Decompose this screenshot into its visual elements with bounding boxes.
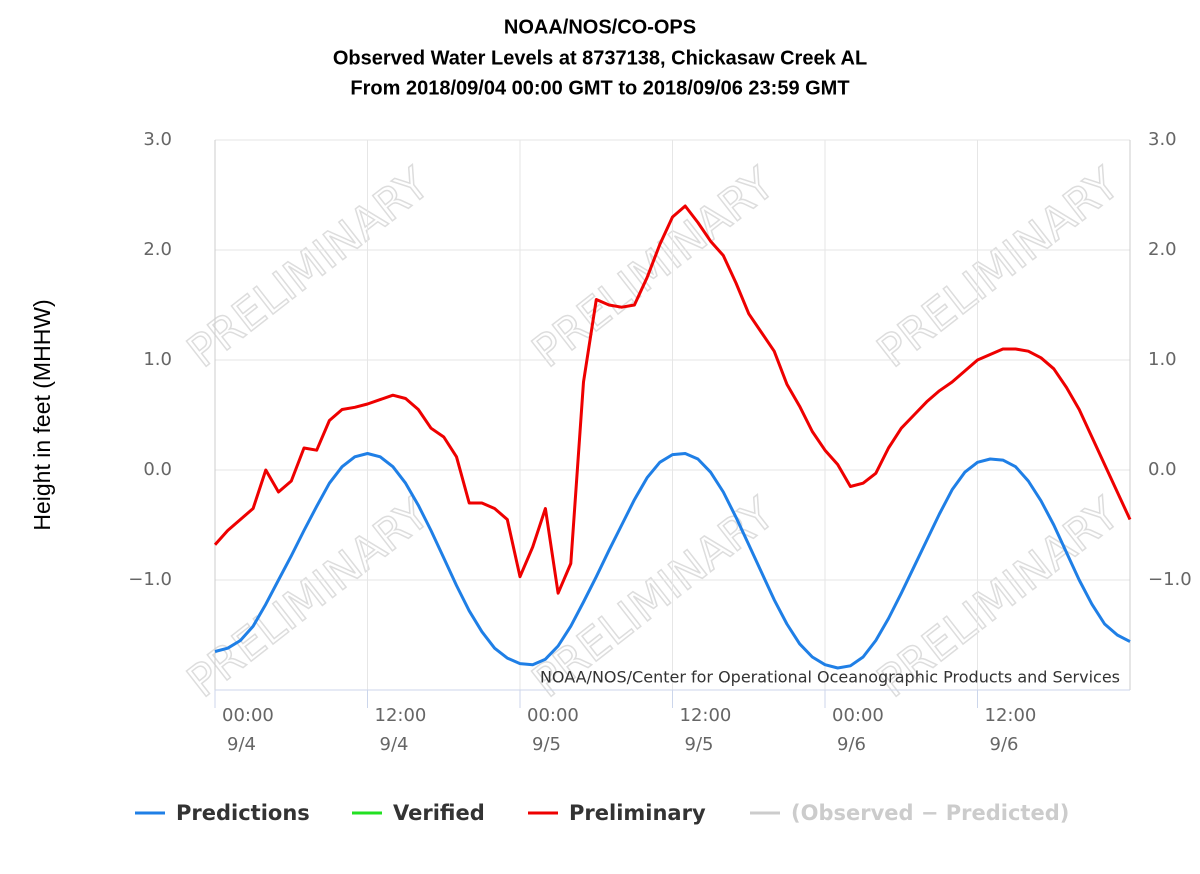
x-tick-date: 9/4 [227,734,256,755]
y-tick-label: 2.0 [143,239,172,260]
y2-tick-label: 2.0 [1148,239,1177,260]
y2-tick-label: −1.0 [1148,569,1192,590]
credit: NOAA/NOS/Center for Operational Oceanogr… [540,668,1120,687]
x-tick-date: 9/5 [532,734,561,755]
y-tick-label: 1.0 [143,349,172,370]
y2-tick-label: 1.0 [1148,349,1177,370]
y-tick-label: 3.0 [143,129,172,150]
watermark: PRELIMINARY [868,158,1129,377]
watermark: PRELIMINARY [178,158,439,377]
x-tick-label: 12:00 [680,705,732,726]
x-tick-date: 9/6 [990,734,1019,755]
legend-label: Predictions [176,801,310,825]
x-tick-label: 00:00 [832,705,884,726]
x-tick-label: 00:00 [222,705,274,726]
y-tick-label: −1.0 [128,569,172,590]
y2-tick-label: 3.0 [1148,129,1177,150]
y-tick-label: 0.0 [143,459,172,480]
chart-title: Observed Water Levels at 8737138, Chicka… [333,47,867,69]
chart-title: NOAA/NOS/CO-OPS [504,16,696,38]
x-tick-date: 9/6 [837,734,866,755]
y2-tick-label: 0.0 [1148,459,1177,480]
series-line [214,452,1131,670]
x-tick-date: 9/4 [380,734,409,755]
x-tick-date: 9/5 [685,734,714,755]
x-tick-label: 12:00 [375,705,427,726]
x-tick-label: 12:00 [985,705,1037,726]
watermark: PRELIMINARY [523,158,784,377]
legend-label: Preliminary [569,801,706,825]
y-axis-label: Height in feet (MHHW) [29,299,55,530]
legend-label: (Observed − Predicted) [791,801,1069,825]
series-line [213,204,1132,595]
x-tick-label: 00:00 [527,705,579,726]
chart-title: From 2018/09/04 00:00 GMT to 2018/09/06 … [350,77,849,99]
legend-label: Verified [393,801,485,825]
